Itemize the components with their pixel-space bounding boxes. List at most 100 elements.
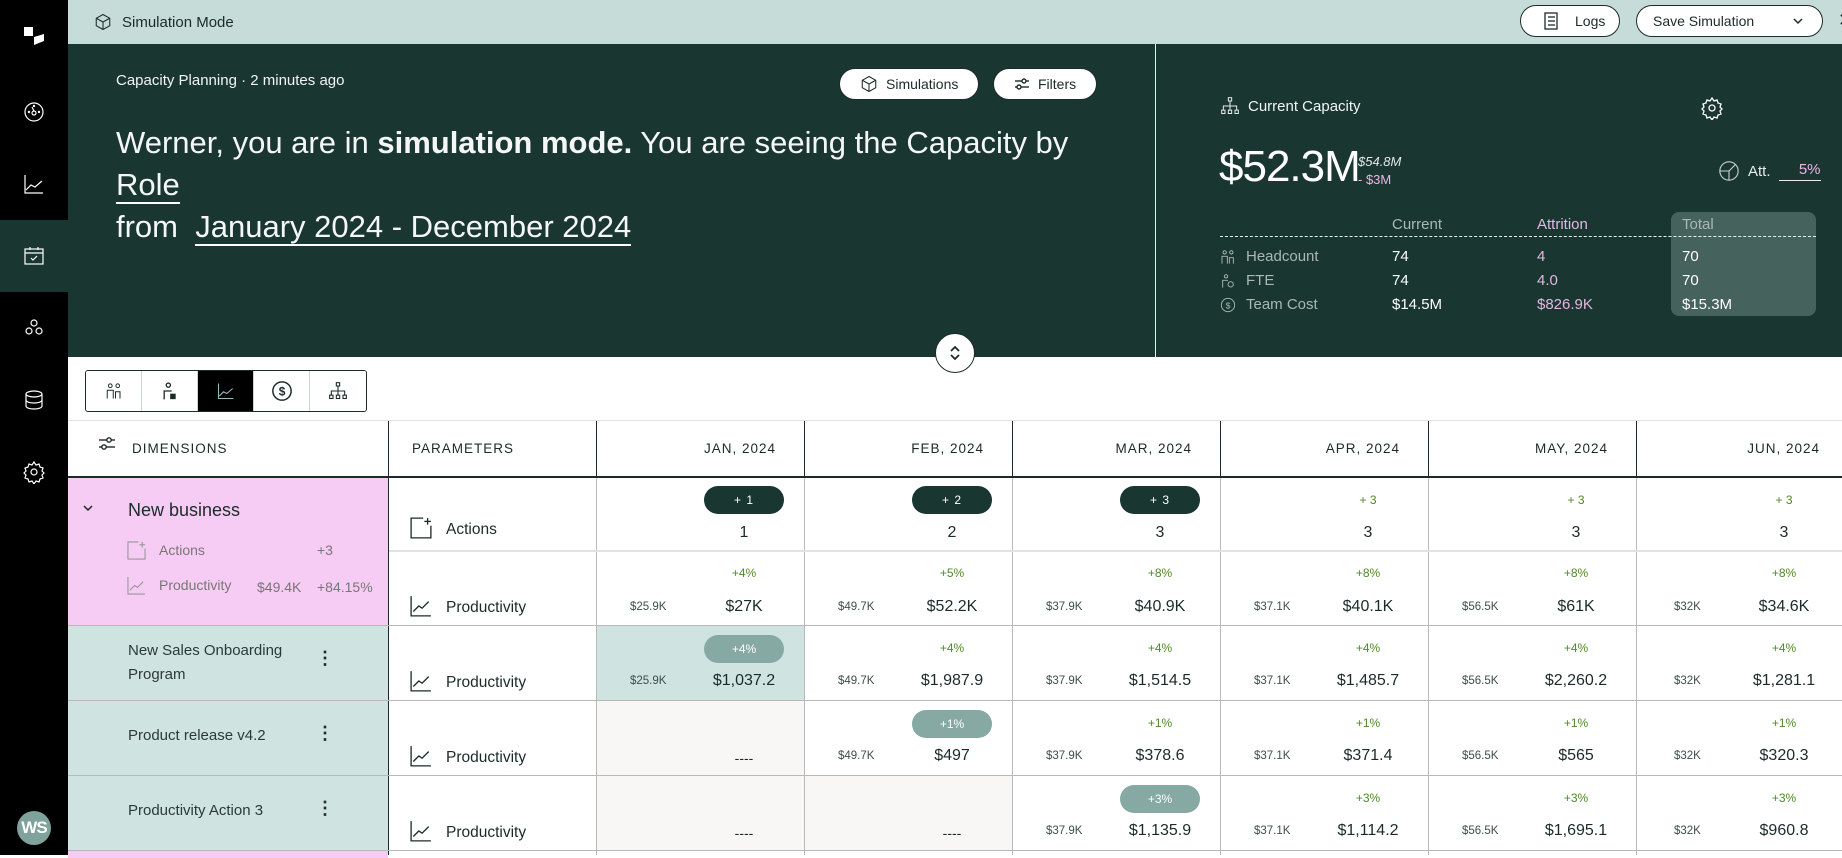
action-cell[interactable]: +1% $49.7K $497 [804, 700, 1012, 775]
summary-actions-label: Actions [159, 542, 205, 558]
divider [596, 478, 597, 855]
divider [68, 700, 1842, 701]
line-chart-icon [410, 821, 431, 842]
param-productivity: Productivity [388, 700, 596, 775]
fte-label: FTE [1220, 272, 1274, 289]
tab-fte[interactable] [142, 371, 198, 411]
tab-cost[interactable]: $ [254, 371, 310, 411]
collapse-header-button[interactable] [935, 333, 975, 373]
base-value: $32K [1674, 825, 1701, 837]
divider [389, 550, 1842, 552]
action-cell-empty[interactable]: ---- [596, 775, 804, 850]
action-cell[interactable]: +4% $56.5K $2,260.2 [1428, 625, 1636, 700]
dimensions-header: DIMENSIONS [68, 421, 388, 478]
line-chart-icon [24, 175, 43, 194]
save-simulation-button[interactable]: Save Simulation [1636, 5, 1823, 37]
group-new-business: New business Actions +3 Productivity $49… [68, 478, 388, 625]
more-options-icon[interactable]: ⋮ [316, 723, 334, 743]
sliders-icon[interactable] [98, 436, 116, 452]
group-name[interactable]: New business [128, 500, 241, 520]
more-options-icon[interactable]: ⋮ [316, 798, 334, 818]
action-cell-empty[interactable]: ---- [804, 775, 1012, 850]
dimension-selector[interactable]: Role [116, 167, 180, 204]
people-icon [106, 383, 120, 399]
sidebar-item-teams[interactable] [0, 292, 68, 364]
action-cell[interactable]: +1% $37.9K $378.6 [1012, 700, 1220, 775]
parameters-header-label: PARAMETERS [412, 441, 515, 456]
change-text: +8% [1771, 566, 1797, 580]
change-text: +3% [1771, 791, 1797, 805]
change-text: +1% [1355, 716, 1381, 730]
tab-productivity[interactable] [198, 371, 254, 411]
total-column-highlight [1671, 212, 1816, 316]
actions-cell[interactable]: + 3 3 [1428, 478, 1636, 551]
productivity-cell[interactable]: +8% $56.5K $61K [1428, 551, 1636, 625]
action-cell[interactable]: +1% $56.5K $565 [1428, 700, 1636, 775]
change-text: +8% [1147, 566, 1173, 580]
hero-panel: Capacity Planning · 2 minutes ago Simula… [68, 44, 1842, 357]
action-cell[interactable]: +3% $37.1K $1,114.2 [1220, 775, 1428, 850]
action-cell[interactable]: +4% $49.7K $1,987.9 [804, 625, 1012, 700]
productivity-cell[interactable]: +4% $25.9K $27K [596, 551, 804, 625]
action-name: New Sales Onboarding Program [128, 642, 283, 683]
filters-button[interactable]: Filters [993, 68, 1098, 100]
actions-cell[interactable]: + 2 2 [804, 478, 1012, 551]
divider [1012, 478, 1013, 855]
action-row-label[interactable]: New Sales Onboarding Program ⋮ [68, 625, 388, 700]
action-cell[interactable]: +4% $37.9K $1,514.5 [1012, 625, 1220, 700]
action-cell[interactable]: +4% $32K $1,281.1 [1636, 625, 1842, 700]
base-value: $37.9K [1046, 750, 1083, 762]
dashed-divider [1220, 236, 1816, 237]
sidebar-item-settings[interactable] [0, 436, 68, 508]
summary-productivity-change: +84.15% [317, 579, 373, 595]
change-text: +5% [939, 566, 965, 580]
productivity-cell[interactable]: +8% $32K $34.6K [1636, 551, 1842, 625]
sidebar-item-planning[interactable] [0, 220, 68, 292]
avatar[interactable]: WS [17, 811, 51, 845]
action-cell[interactable]: +4% $37.1K $1,485.7 [1220, 625, 1428, 700]
productivity-cell[interactable]: +8% $37.9K $40.9K [1012, 551, 1220, 625]
chevron-down-icon[interactable] [82, 504, 94, 512]
action-cell[interactable]: +1% $32K $320.3 [1636, 700, 1842, 775]
capacity-settings-button[interactable] [1700, 96, 1724, 125]
action-cell-empty[interactable]: ---- [596, 700, 804, 775]
action-row-label[interactable]: Product release v4.2 ⋮ [68, 700, 388, 775]
current-capacity-title: Current Capacity [1220, 96, 1361, 116]
sidebar-item-data[interactable] [0, 364, 68, 436]
actions-cell[interactable]: + 3 3 [1636, 478, 1842, 551]
app-logo[interactable] [0, 0, 68, 72]
actions-cell[interactable]: + 3 3 [1012, 478, 1220, 551]
col-current: Current [1392, 216, 1443, 233]
action-cell[interactable]: +3% $56.5K $1,695.1 [1428, 775, 1636, 850]
action-cell[interactable]: +1% $37.1K $371.4 [1220, 700, 1428, 775]
attrition-label: Att. [1748, 162, 1771, 180]
change-badge: +1% [912, 710, 992, 738]
sidebar-item-analytics[interactable] [0, 148, 68, 220]
action-cell[interactable]: +3% $32K $960.8 [1636, 775, 1842, 850]
simulations-button[interactable]: Simulations [839, 68, 980, 100]
tab-headcount[interactable] [86, 371, 142, 411]
close-icon[interactable]: ✕ [1838, 10, 1842, 31]
actions-cell[interactable]: + 1 1 [596, 478, 804, 551]
fte-icon [163, 382, 176, 400]
tab-org[interactable] [310, 371, 366, 411]
action-cell[interactable]: +3% $37.9K $1,135.9 [1012, 775, 1220, 850]
sidebar-item-dashboard[interactable] [0, 76, 68, 148]
productivity-cell[interactable]: +5% $49.7K $52.2K [804, 551, 1012, 625]
logs-icon [1544, 12, 1558, 30]
change-text: +4% [1355, 641, 1381, 655]
team-cost-current: $14.5M [1392, 296, 1443, 313]
action-row-label[interactable]: Productivity Action 3 ⋮ [68, 775, 388, 850]
attrition-input[interactable]: 5% [1778, 161, 1821, 181]
logs-button[interactable]: Logs [1520, 5, 1620, 37]
svg-text:$: $ [278, 385, 285, 399]
topbar-title-text: Simulation Mode [122, 13, 234, 31]
action-cell[interactable]: +4% $25.9K $1,037.2 [596, 625, 804, 700]
date-range-selector[interactable]: January 2024 - December 2024 [195, 209, 632, 246]
filters-label: Filters [1038, 76, 1077, 92]
productivity-cell[interactable]: +8% $37.1K $40.1K [1220, 551, 1428, 625]
cell-value: $378.6 [1135, 747, 1185, 764]
actions-cell[interactable]: + 3 3 [1220, 478, 1428, 551]
more-options-icon[interactable]: ⋮ [316, 648, 334, 668]
change-text: + 3 [1359, 493, 1377, 507]
